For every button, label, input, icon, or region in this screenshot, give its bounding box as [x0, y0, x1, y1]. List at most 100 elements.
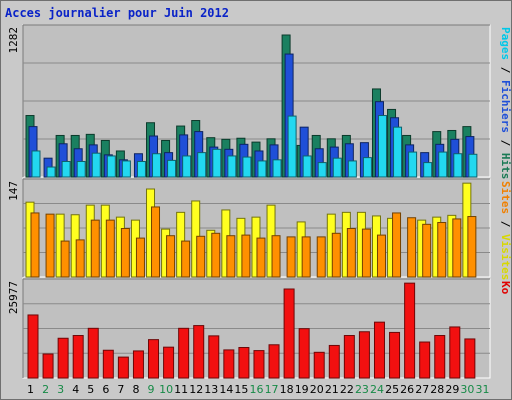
bar-pages-day-19	[302, 155, 312, 178]
bar-sites-day-1	[30, 212, 40, 278]
bar-pages-day-14	[227, 155, 237, 178]
bar-sites-day-3	[60, 240, 70, 278]
day-label-21: 21	[325, 383, 339, 396]
bar-sites-day-29	[452, 218, 462, 278]
bar-ko-day-19	[298, 328, 310, 379]
bar-pages-day-13	[212, 148, 222, 178]
panel-2-ymax-label: 147	[7, 181, 20, 201]
bar-sites-day-19	[301, 236, 311, 278]
panel-1-legend: Pages / Fichiers / Hits	[499, 27, 512, 179]
day-label-9: 9	[148, 383, 155, 396]
day-label-15: 15	[234, 383, 248, 396]
bar-ko-day-2	[42, 353, 54, 379]
bar-sites-day-13	[211, 232, 221, 278]
bar-sites-day-4	[75, 239, 85, 278]
bar-sites-day-23	[361, 228, 371, 278]
day-label-20: 20	[310, 383, 324, 396]
day-label-27: 27	[415, 383, 429, 396]
bar-sites-day-8	[135, 237, 145, 278]
bar-sites-day-14	[226, 235, 236, 278]
bar-sites-day-7	[120, 228, 130, 278]
bar-ko-day-7	[117, 356, 129, 379]
bar-ko-day-4	[72, 335, 84, 379]
bar-sites-day-12	[196, 235, 206, 278]
bar-sites-day-11	[181, 240, 191, 278]
bar-ko-day-6	[102, 349, 114, 379]
bar-sites-day-17	[271, 235, 281, 278]
legend-entry: /	[499, 133, 512, 153]
bar-pages-day-26	[408, 151, 418, 178]
bar-sites-day-10	[166, 235, 176, 278]
day-label-8: 8	[132, 383, 139, 396]
day-label-14: 14	[219, 383, 233, 396]
bar-pages-day-18	[287, 115, 297, 178]
bar-ko-day-16	[253, 350, 265, 379]
day-label-26: 26	[400, 383, 414, 396]
bar-ko-day-20	[313, 351, 325, 379]
legend-entry: /	[499, 214, 512, 234]
bar-pages-day-6	[106, 155, 116, 178]
bar-pages-day-16	[257, 160, 267, 178]
day-label-24: 24	[370, 383, 384, 396]
day-label-4: 4	[72, 383, 79, 396]
bar-ko-day-10	[163, 346, 175, 379]
bar-pages-day-24	[377, 115, 387, 178]
bar-sites-day-24	[376, 234, 386, 278]
bar-pages-day-15	[242, 156, 252, 178]
day-label-16: 16	[250, 383, 264, 396]
panel-3-legend: Ko	[499, 281, 512, 295]
bar-sites-day-25	[392, 212, 402, 278]
bar-ko-day-27	[419, 341, 431, 379]
bar-ko-day-25	[389, 331, 401, 379]
bar-sites-day-20	[316, 236, 326, 278]
legend-entry: Fichiers	[499, 80, 512, 133]
day-label-1: 1	[27, 383, 34, 396]
bar-pages-day-5	[91, 152, 101, 178]
bar-pages-day-20	[317, 162, 327, 178]
bar-pages-day-12	[197, 152, 207, 178]
bar-sites-day-16	[256, 237, 266, 278]
day-label-10: 10	[159, 383, 173, 396]
bar-pages-day-29	[453, 153, 463, 178]
bar-sites-day-6	[105, 219, 115, 278]
bar-pages-day-8	[136, 160, 146, 178]
bar-pages-day-7	[121, 160, 131, 178]
day-label-25: 25	[385, 383, 399, 396]
panel-1-ymax-label: 1282	[7, 27, 20, 54]
bar-ko-day-28	[434, 335, 446, 379]
bar-ko-day-5	[87, 327, 99, 379]
day-label-6: 6	[102, 383, 109, 396]
bar-ko-day-12	[193, 325, 205, 379]
bar-ko-day-15	[238, 347, 250, 379]
day-label-13: 13	[204, 383, 218, 396]
bar-ko-day-21	[328, 344, 340, 379]
bar-sites-day-21	[331, 232, 341, 278]
legend-entry: Visites	[499, 234, 512, 280]
bar-pages-day-10	[167, 159, 177, 178]
day-label-5: 5	[87, 383, 94, 396]
bar-pages-day-1	[31, 150, 41, 178]
legend-entry: /	[499, 60, 512, 80]
bar-pages-day-2	[46, 166, 56, 178]
chart-title: Acces journalier pour Juin 2012	[5, 6, 229, 20]
day-label-7: 7	[117, 383, 124, 396]
bar-pages-day-28	[438, 151, 448, 178]
bar-ko-day-3	[57, 337, 69, 379]
bar-ko-day-30	[464, 338, 476, 379]
day-label-22: 22	[340, 383, 354, 396]
bar-sites-day-5	[90, 219, 100, 278]
bar-pages-day-17	[272, 159, 282, 178]
bar-ko-day-11	[178, 327, 190, 379]
bar-pages-day-21	[332, 157, 342, 178]
panel-3-ymax-label: 25977	[7, 281, 20, 314]
legend-entry: Sites	[499, 181, 512, 214]
bar-pages-day-23	[362, 157, 372, 178]
bar-sites-day-15	[241, 234, 251, 278]
bar-pages-day-22	[347, 160, 357, 178]
day-label-17: 17	[265, 383, 279, 396]
bar-pages-day-25	[393, 126, 403, 178]
legend-entry: Hits	[499, 153, 512, 180]
day-label-29: 29	[445, 383, 459, 396]
panel-2-legend: Sites / Visites	[499, 181, 512, 280]
